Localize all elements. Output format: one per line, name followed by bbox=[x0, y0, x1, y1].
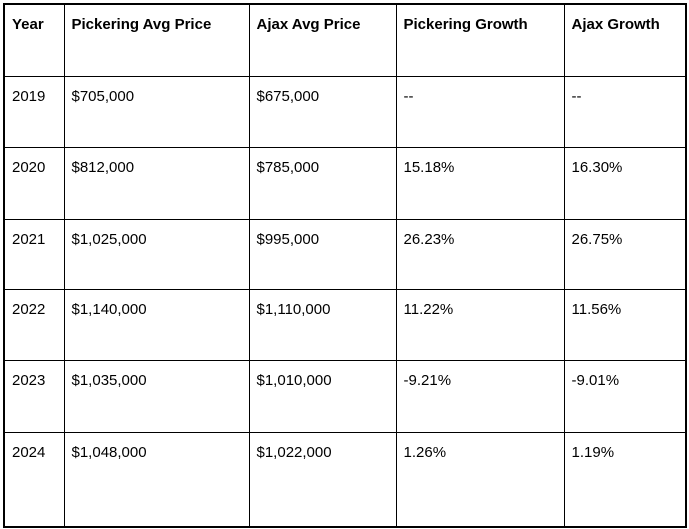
table-row: 2021 $1,025,000 $995,000 26.23% 26.75% bbox=[3, 218, 687, 290]
cell-pickering-growth: -9.21% bbox=[395, 359, 565, 433]
cell-ajax-avg-price: $995,000 bbox=[248, 218, 397, 290]
cell-pickering-avg-price: $705,000 bbox=[63, 75, 250, 148]
cell-pickering-growth: 1.26% bbox=[395, 431, 565, 528]
cell-pickering-avg-price: $1,025,000 bbox=[63, 218, 250, 290]
cell-ajax-avg-price: $1,010,000 bbox=[248, 359, 397, 433]
cell-pickering-avg-price: $812,000 bbox=[63, 146, 250, 220]
table-row: 2022 $1,140,000 $1,110,000 11.22% 11.56% bbox=[3, 288, 687, 361]
cell-pickering-growth: 11.22% bbox=[395, 288, 565, 361]
cell-year: 2022 bbox=[3, 288, 65, 361]
cell-ajax-avg-price: $1,022,000 bbox=[248, 431, 397, 528]
cell-ajax-growth: 26.75% bbox=[563, 218, 687, 290]
cell-ajax-growth: 1.19% bbox=[563, 431, 687, 528]
column-header-ajax-growth: Ajax Growth bbox=[563, 3, 687, 77]
cell-ajax-avg-price: $1,110,000 bbox=[248, 288, 397, 361]
cell-ajax-growth: -9.01% bbox=[563, 359, 687, 433]
cell-year: 2021 bbox=[3, 218, 65, 290]
cell-year: 2023 bbox=[3, 359, 65, 433]
column-header-ajax-avg-price: Ajax Avg Price bbox=[248, 3, 397, 77]
cell-ajax-growth: 16.30% bbox=[563, 146, 687, 220]
column-header-pickering-growth: Pickering Growth bbox=[395, 3, 565, 77]
cell-ajax-avg-price: $785,000 bbox=[248, 146, 397, 220]
cell-ajax-avg-price: $675,000 bbox=[248, 75, 397, 148]
column-header-pickering-avg-price: Pickering Avg Price bbox=[63, 3, 250, 77]
cell-pickering-avg-price: $1,035,000 bbox=[63, 359, 250, 433]
table-row: 2019 $705,000 $675,000 -- -- bbox=[3, 75, 687, 148]
table-row: 2020 $812,000 $785,000 15.18% 16.30% bbox=[3, 146, 687, 220]
cell-pickering-avg-price: $1,140,000 bbox=[63, 288, 250, 361]
cell-pickering-avg-price: $1,048,000 bbox=[63, 431, 250, 528]
cell-year: 2020 bbox=[3, 146, 65, 220]
cell-year: 2019 bbox=[3, 75, 65, 148]
cell-pickering-growth: 26.23% bbox=[395, 218, 565, 290]
cell-ajax-growth: -- bbox=[563, 75, 687, 148]
column-header-year: Year bbox=[3, 3, 65, 77]
cell-pickering-growth: -- bbox=[395, 75, 565, 148]
table-row: 2023 $1,035,000 $1,010,000 -9.21% -9.01% bbox=[3, 359, 687, 433]
cell-ajax-growth: 11.56% bbox=[563, 288, 687, 361]
table-row: 2024 $1,048,000 $1,022,000 1.26% 1.19% bbox=[3, 431, 687, 528]
price-comparison-table: Year Pickering Avg Price Ajax Avg Price … bbox=[3, 3, 687, 528]
header-row: Year Pickering Avg Price Ajax Avg Price … bbox=[3, 3, 687, 77]
cell-pickering-growth: 15.18% bbox=[395, 146, 565, 220]
cell-year: 2024 bbox=[3, 431, 65, 528]
